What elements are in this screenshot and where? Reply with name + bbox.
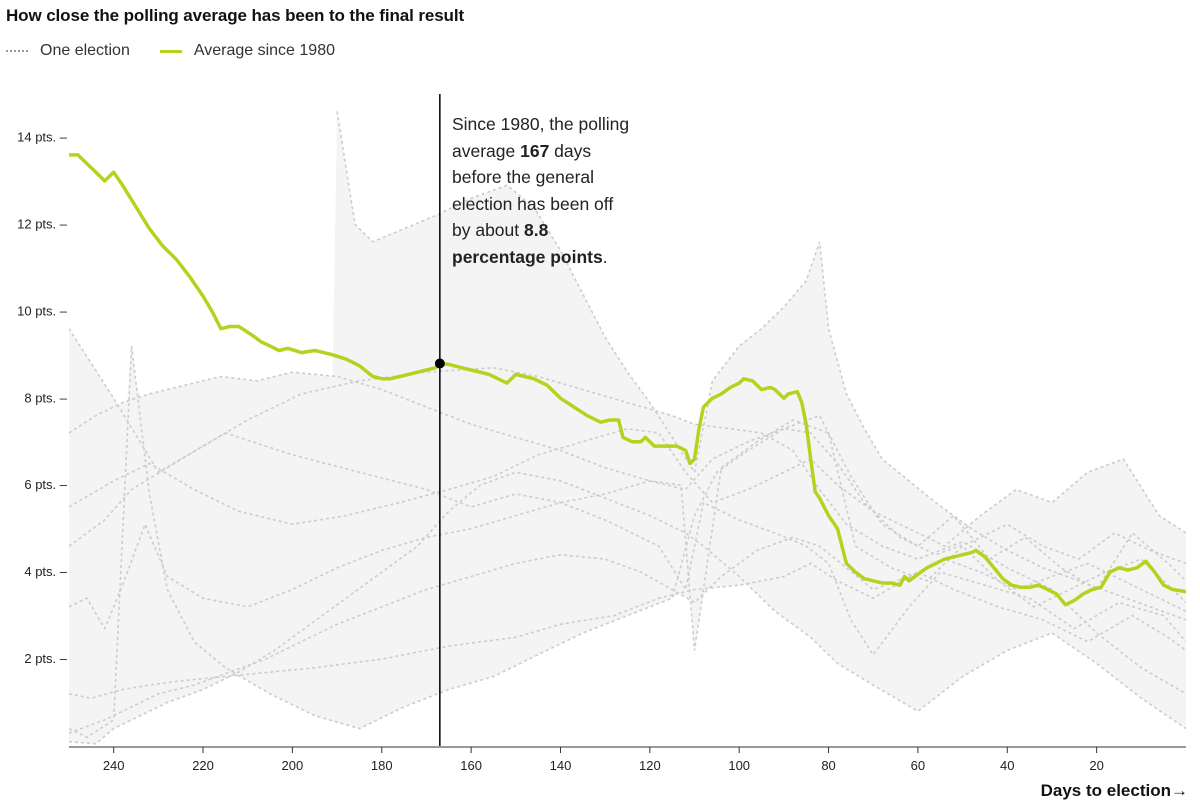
election-line — [69, 471, 1186, 745]
annotation-line-2: average 167 days — [452, 138, 652, 165]
y-tick-label: 8 pts. – — [24, 390, 67, 405]
annotation-text: average — [452, 140, 521, 161]
x-tick-label: 200 — [282, 758, 304, 773]
election-line — [69, 346, 1186, 739]
annotation-line-6: percentage points. — [452, 244, 652, 271]
annotation-text: by about — [452, 220, 524, 240]
x-tick-label: 40 — [1000, 758, 1014, 773]
election-line — [69, 536, 1186, 734]
annotation-unit: percentage points — [452, 246, 603, 267]
annotation-text: . — [602, 246, 608, 267]
y-tick-label: 14 pts. – — [17, 129, 68, 144]
election-line — [69, 366, 1186, 695]
annotation-line-5: by about 8.8 — [452, 217, 652, 244]
x-tick-label: 140 — [550, 758, 572, 773]
x-tick-label: 220 — [192, 758, 214, 773]
x-axis-title: Days to election→ — [1040, 781, 1188, 800]
annotation-text: days — [549, 140, 592, 161]
legend: One election Average since 1980 — [6, 42, 365, 60]
chart-title: How close the polling average has been t… — [6, 6, 465, 25]
x-tick-label: 240 — [103, 758, 125, 773]
annotation-days: 167 — [520, 140, 550, 161]
legend-item-average: Average since 1980 — [159, 42, 335, 60]
legend-swatch-solid — [159, 49, 182, 53]
legend-item-one-election: One election — [6, 42, 130, 60]
annotation-value: 8.8 — [524, 220, 549, 240]
election-line — [69, 371, 1186, 565]
annotation-line-4: election has been off — [452, 193, 614, 214]
x-tick-label: 100 — [728, 758, 750, 773]
y-tick-label: 2 pts. – — [24, 651, 67, 666]
election-line — [69, 427, 1186, 548]
y-tick-label: 6 pts. – — [24, 477, 67, 492]
annotation: Since 1980, the polling average 167 days… — [452, 111, 652, 270]
x-tick-label: 80 — [821, 758, 835, 773]
legend-label-average: Average since 1980 — [193, 42, 335, 59]
y-tick-label: 10 pts. – — [17, 303, 68, 318]
y-tick-label: 12 pts. – — [17, 216, 68, 231]
x-tick-label: 60 — [911, 758, 925, 773]
election-line — [69, 328, 1186, 657]
election-line — [336, 111, 1186, 621]
highlight-dot — [434, 358, 445, 369]
legend-label-one-election: One election — [40, 42, 130, 59]
average-line — [69, 153, 1186, 607]
election-line — [69, 562, 1186, 700]
election-range-area — [69, 111, 1186, 744]
x-tick-label: 120 — [639, 758, 661, 773]
legend-swatch-dotted — [6, 50, 28, 52]
election-line — [69, 419, 1186, 651]
y-tick-label: 4 pts. – — [24, 564, 67, 579]
x-tick-label: 180 — [371, 758, 393, 773]
x-tick-label: 20 — [1089, 758, 1103, 773]
annotation-line-1: Since 1980, the polling — [452, 114, 630, 134]
x-tick-label: 160 — [460, 758, 482, 773]
annotation-line-3: before the general — [452, 167, 595, 187]
